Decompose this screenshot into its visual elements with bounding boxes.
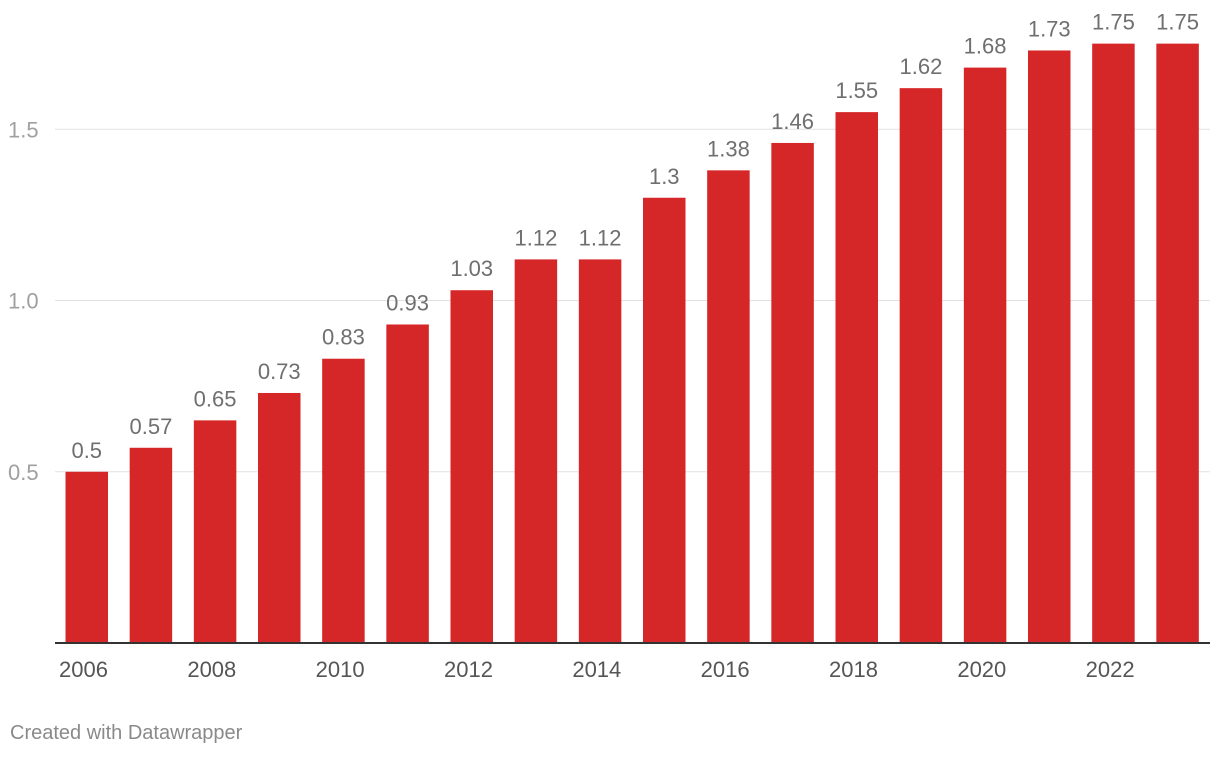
data-label: 0.5 <box>71 438 102 463</box>
bar <box>578 259 622 643</box>
x-tick-label: 2022 <box>1086 657 1135 682</box>
chart-canvas: 0.5 1.0 1.5 0.5 0.57 0.65 0.73 0.83 0.93 1.03 1.1… <box>8 10 1210 682</box>
data-label: 0.93 <box>386 290 429 315</box>
data-label: 1.38 <box>707 136 750 161</box>
bar <box>707 170 750 643</box>
data-label: 0.65 <box>194 386 237 411</box>
data-label: 1.03 <box>450 256 493 281</box>
x-tick-label: 2008 <box>187 657 236 682</box>
bar <box>65 471 108 643</box>
x-tick-label: 2020 <box>957 657 1006 682</box>
data-label: 1.68 <box>964 34 1007 59</box>
data-label: 0.73 <box>258 359 301 384</box>
bar <box>963 67 1007 644</box>
data-label: 1.46 <box>771 109 814 134</box>
data-label: 1.3 <box>649 164 680 189</box>
bar <box>899 88 943 643</box>
bar-chart: 0.5 1.0 1.5 0.5 0.57 0.65 0.73 0.83 0.93 1.03 1.1… <box>8 10 1210 682</box>
y-tick-label: 1.0 <box>8 289 39 314</box>
data-label: 1.12 <box>579 225 622 250</box>
bar <box>258 392 301 643</box>
bar <box>1092 43 1135 643</box>
bar <box>514 259 558 643</box>
x-tick-label: 2010 <box>316 657 365 682</box>
x-tick-label: 2006 <box>59 657 108 682</box>
bar <box>1156 43 1199 643</box>
bar <box>386 324 429 643</box>
datawrapper-credit: Created with Datawrapper <box>10 722 243 744</box>
y-axis-tick-labels: 0.5 1.0 1.5 <box>8 117 39 485</box>
data-label: 0.83 <box>322 325 365 350</box>
bar <box>193 420 237 643</box>
y-tick-label: 0.5 <box>8 460 39 485</box>
x-tick-label: 2012 <box>444 657 493 682</box>
bar <box>1028 50 1071 644</box>
data-labels: 0.5 0.57 0.65 0.73 0.83 0.93 1.03 1.12 1.12 1.3 1.… <box>71 10 1199 463</box>
gridlines <box>55 128 1210 473</box>
x-tick-label: 2016 <box>701 657 750 682</box>
data-label: 1.62 <box>900 54 943 79</box>
data-label: 1.12 <box>515 225 558 250</box>
x-tick-label: 2018 <box>829 657 878 682</box>
bar <box>771 142 814 643</box>
bar <box>450 290 493 643</box>
data-label: 0.57 <box>130 414 173 439</box>
data-label: 1.75 <box>1092 10 1135 35</box>
x-axis-tick-labels: 2006 2008 2010 2012 2014 2016 2018 2020 2022 <box>59 657 1135 682</box>
bar <box>643 197 686 643</box>
data-label: 1.73 <box>1028 16 1071 41</box>
y-tick-label: 1.5 <box>8 117 39 142</box>
bar <box>322 358 365 643</box>
data-label: 1.55 <box>835 78 878 103</box>
bars <box>65 43 1199 644</box>
bar <box>835 112 878 643</box>
bar <box>129 447 173 643</box>
x-tick-label: 2014 <box>572 657 621 682</box>
data-label: 1.75 <box>1156 10 1199 35</box>
